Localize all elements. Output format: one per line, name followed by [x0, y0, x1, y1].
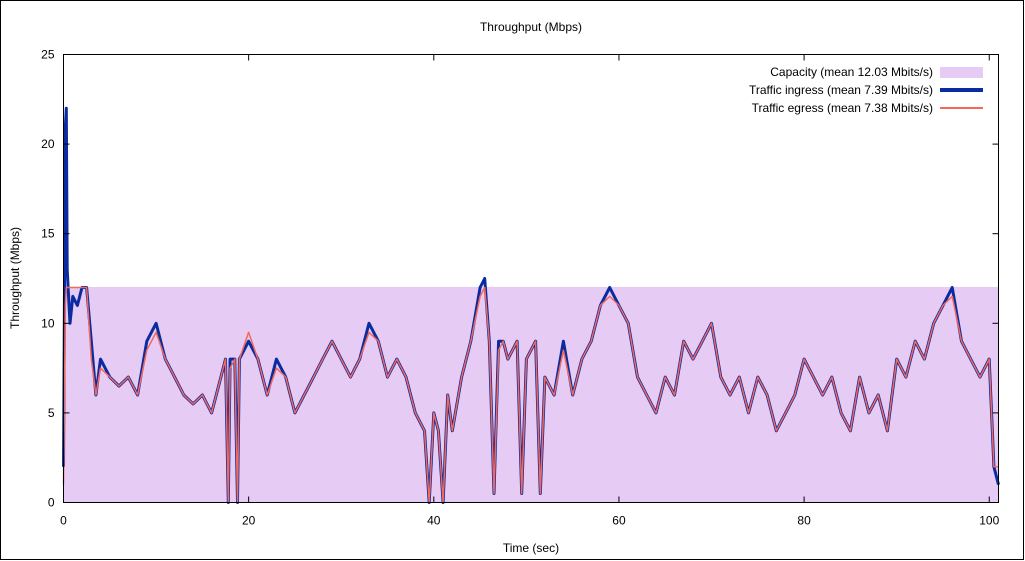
- x-tick-label: 100: [979, 514, 999, 528]
- x-tick-label: 40: [427, 514, 441, 528]
- plot-frame: [63, 54, 999, 503]
- legend-label-egress: Traffic egress (mean 7.38 Mbits/s): [752, 101, 933, 115]
- x-axis: 0 20 40 60 80 100: [60, 54, 1000, 528]
- capacity-band: [63, 286, 999, 503]
- y-tick-label: 10: [41, 316, 55, 330]
- y-tick-label: 15: [41, 227, 55, 241]
- legend-swatch-capacity: [940, 67, 983, 78]
- egress-series-line: [62, 286, 999, 504]
- y-axis-label: Throughput (Mbps): [8, 227, 22, 329]
- legend: Capacity (mean 12.03 Mbits/s) Traffic in…: [749, 65, 983, 115]
- y-tick-label: 20: [41, 137, 55, 151]
- legend-label-ingress: Traffic ingress (mean 7.39 Mbits/s): [749, 83, 933, 97]
- x-axis-label: Time (sec): [503, 541, 559, 555]
- chart-title: Throughput (Mbps): [480, 20, 582, 34]
- x-tick-label: 0: [60, 514, 67, 528]
- y-tick-label: 25: [41, 48, 55, 62]
- legend-label-capacity: Capacity (mean 12.03 Mbits/s): [770, 65, 933, 79]
- x-tick-label: 20: [242, 514, 256, 528]
- y-tick-label: 0: [48, 496, 55, 510]
- y-axis: 0 5 10 15 20 25: [41, 48, 999, 510]
- x-tick-label: 80: [797, 514, 811, 528]
- y-tick-label: 5: [48, 406, 55, 420]
- x-tick-label: 60: [612, 514, 626, 528]
